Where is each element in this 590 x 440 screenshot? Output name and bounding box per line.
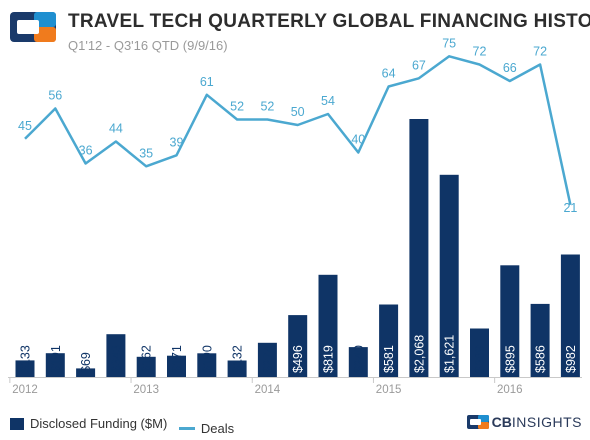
- funding-bar: [45, 353, 65, 377]
- x-axis-year-label: 2013: [133, 384, 159, 396]
- deals-label: 72: [533, 45, 547, 59]
- funding-bar: [560, 254, 580, 377]
- x-axis-year-label: 2012: [12, 384, 38, 396]
- funding-bar: [439, 174, 459, 377]
- deals-line-layer: 45 56 36 44 35 39 61 52 52 50 54 40 64 67 75 72 66 72 21: [18, 36, 577, 215]
- x-axis-layer: 2012 2013 2014 2015 2016: [8, 377, 582, 396]
- funding-bar-label: $2,068: [412, 335, 426, 373]
- chart-subtitle: Q1'12 - Q3'16 QTD (9/9/16): [68, 38, 228, 53]
- funding-bar: [106, 334, 126, 377]
- funding-bar: [288, 315, 308, 377]
- funding-bar-label: $240: [352, 345, 366, 373]
- financing-chart: $133 $191 $69 $343 $162 $171 $190 $132 $274 $496 $…: [8, 36, 582, 396]
- funding-bar-label: $191: [49, 345, 63, 373]
- deals-label: 66: [503, 61, 517, 75]
- funding-bar-label: $343: [109, 345, 123, 373]
- deals-label: 67: [412, 58, 426, 72]
- deals-label: 54: [321, 94, 335, 108]
- logo-white-block: [17, 20, 39, 34]
- deals-label: 75: [442, 36, 456, 50]
- funding-bar-label: $389: [473, 345, 487, 373]
- funding-bar: [500, 265, 520, 377]
- funding-bar-label: $982: [564, 345, 578, 373]
- deals-label: 39: [170, 135, 184, 149]
- deals-label: 52: [260, 100, 274, 114]
- x-axis-year-label: 2014: [255, 384, 281, 396]
- deals-line: [24, 55, 572, 206]
- brand-suffix: INSIGHTS: [511, 414, 582, 430]
- bars-layer: $133 $191 $69 $343 $162 $171 $190 $132 $274 $496 $…: [15, 119, 580, 377]
- funding-bar: [530, 303, 550, 377]
- brand-prefix: CB: [491, 414, 512, 430]
- legend-funding-label: Disclosed Funding ($M): [30, 416, 168, 431]
- funding-bar-label: $586: [534, 345, 548, 373]
- deals-label: 61: [200, 75, 214, 89]
- legend-item-deals: Deals: [178, 420, 235, 436]
- funding-bar-label: $581: [382, 345, 396, 373]
- funding-bar: [15, 360, 35, 377]
- funding-bar-label: $496: [291, 345, 305, 373]
- deals-label: 72: [473, 45, 487, 59]
- funding-bar: [136, 356, 156, 377]
- legend-funding-swatch: [10, 417, 24, 430]
- deals-label: 44: [109, 122, 123, 136]
- cb-insights-logo: [10, 12, 56, 42]
- funding-bar-label: $274: [261, 345, 275, 373]
- chart-legend: Disclosed Funding ($M) Deals: [10, 416, 242, 436]
- funding-bar: [197, 353, 217, 377]
- deals-label: 64: [382, 67, 396, 81]
- funding-bar-label: $1,621: [443, 335, 457, 373]
- brand-footer: CB INSIGHTS: [466, 414, 582, 430]
- funding-bar: [76, 368, 96, 377]
- funding-bar-label: $132: [231, 345, 245, 373]
- funding-bar-label: $69: [79, 352, 93, 373]
- x-axis-year-label: 2016: [497, 384, 523, 396]
- deals-label: 56: [48, 89, 62, 103]
- legend-deals-swatch: [178, 426, 195, 430]
- chart-title: TRAVEL TECH QUARTERLY GLOBAL FINANCING H…: [68, 11, 590, 32]
- funding-bar: [167, 355, 186, 377]
- deals-label: 35: [139, 146, 153, 160]
- funding-bar: [257, 342, 277, 377]
- funding-bar-label: $133: [19, 345, 33, 373]
- deals-label: 21: [563, 201, 577, 215]
- funding-bar-label: $895: [503, 345, 517, 373]
- funding-bar: [348, 347, 368, 377]
- funding-bar: [470, 328, 489, 377]
- deals-label: 45: [18, 119, 32, 133]
- deals-label: 40: [351, 133, 365, 147]
- funding-bar-label: $819: [322, 345, 336, 373]
- brand-logo-icon: [466, 415, 489, 429]
- funding-bar-label: $171: [170, 345, 184, 373]
- logo-blue-block: [34, 12, 56, 27]
- funding-bar: [318, 274, 338, 377]
- funding-bar: [227, 360, 247, 377]
- deals-label: 52: [230, 100, 244, 114]
- x-axis-year-label: 2015: [376, 384, 402, 396]
- funding-bar: [379, 304, 399, 377]
- legend-item-funding: Disclosed Funding ($M): [10, 416, 167, 431]
- deals-label: 36: [79, 144, 93, 158]
- funding-bar-label: $162: [140, 345, 154, 373]
- logo-orange-block: [34, 27, 56, 42]
- funding-bar-label: $190: [200, 345, 214, 373]
- deals-label: 50: [291, 105, 305, 119]
- funding-bar: [409, 119, 429, 377]
- legend-deals-label: Deals: [200, 420, 235, 436]
